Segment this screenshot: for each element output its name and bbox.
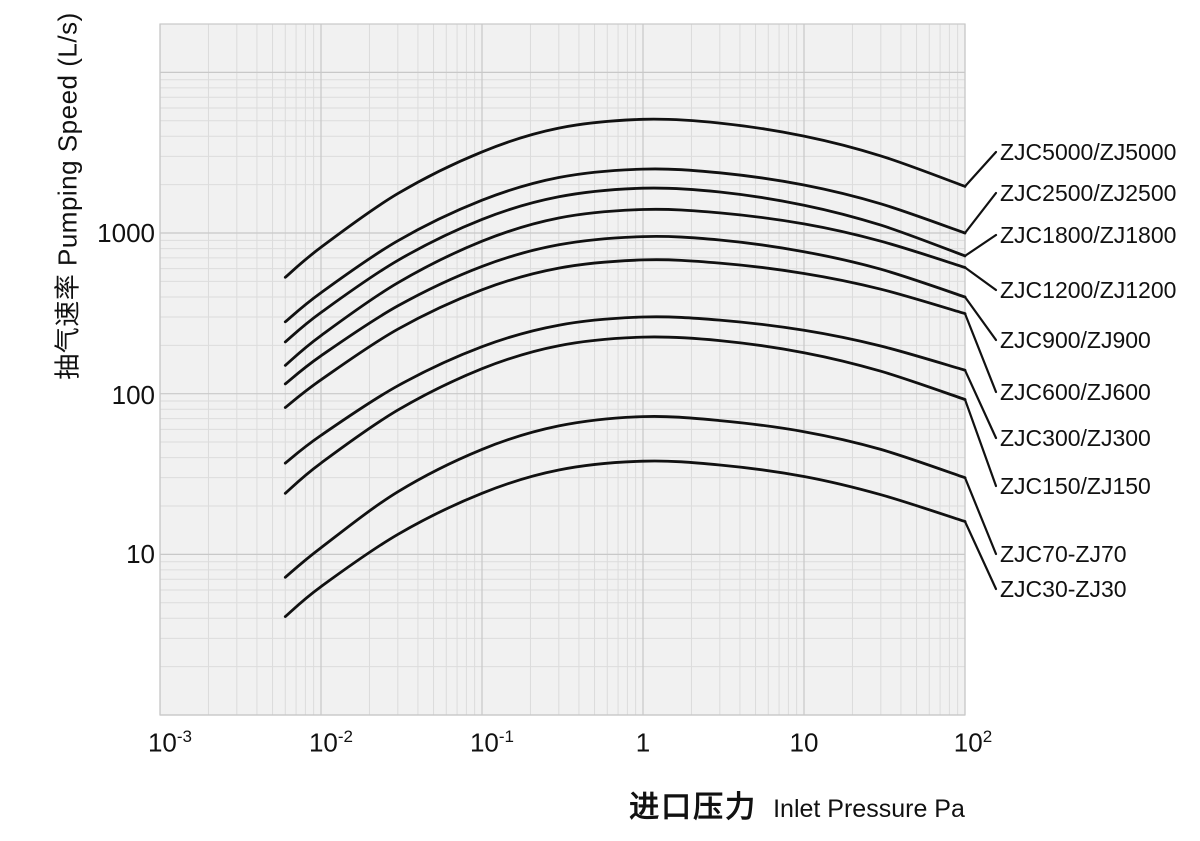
series-label-zjc30: ZJC30-ZJ30 bbox=[1000, 576, 1127, 602]
x-tick-base: 10 bbox=[469, 727, 499, 758]
x-tick-base: 10 bbox=[308, 727, 338, 758]
series-line-ZJC5000/ZJ5000 bbox=[283, 117, 967, 279]
series-line-ZJC300/ZJ300 bbox=[283, 315, 967, 465]
x-tick-exp: -1 bbox=[498, 727, 515, 746]
series-line-ZJC30-ZJ30 bbox=[283, 459, 967, 618]
x-tick-base: 10 bbox=[789, 727, 819, 758]
series-label-zjc5000: ZJC5000/ZJ5000 bbox=[1000, 139, 1177, 165]
leader-line-ZJC1200/ZJ1200 bbox=[963, 266, 998, 292]
series-line-ZJC2500/ZJ2500 bbox=[283, 167, 967, 324]
y-tick-10: 10 bbox=[126, 539, 155, 569]
x-axis-title-chinese: 进口压力 bbox=[629, 791, 758, 824]
leader-lines bbox=[963, 150, 998, 591]
leader-line-ZJC1800/ZJ1800 bbox=[963, 233, 998, 257]
series-label-zjc2500: ZJC2500/ZJ2500 bbox=[1000, 180, 1177, 206]
leader-line-ZJC70-ZJ70 bbox=[963, 476, 998, 556]
series-line-ZJC1200/ZJ1200 bbox=[283, 207, 967, 367]
series-label-zjc600: ZJC600/ZJ600 bbox=[1000, 379, 1151, 405]
series-line-ZJC900/ZJ900 bbox=[283, 235, 967, 386]
x-tick-base: 10 bbox=[147, 727, 177, 758]
x-tick-1e-2: 10-2 bbox=[286, 722, 376, 758]
x-tick-exp: -2 bbox=[337, 727, 354, 746]
x-axis-title: 进口压力 Inlet Pressure Pa bbox=[597, 782, 997, 826]
leader-line-ZJC30-ZJ30 bbox=[963, 520, 998, 591]
x-tick-1e-3: 10-3 bbox=[125, 722, 215, 758]
series-line-ZJC1800/ZJ1800 bbox=[283, 186, 967, 344]
leader-line-ZJC300/ZJ300 bbox=[963, 369, 998, 440]
series-label-zjc70: ZJC70-ZJ70 bbox=[1000, 541, 1127, 567]
leader-line-ZJC2500/ZJ2500 bbox=[963, 191, 998, 235]
x-tick-1: 1 bbox=[598, 722, 688, 758]
x-tick-1e2: 102 bbox=[928, 722, 1018, 758]
grid-minor-lines bbox=[160, 23, 965, 715]
series-curves bbox=[283, 117, 967, 618]
leader-line-ZJC150/ZJ150 bbox=[963, 398, 998, 488]
x-tick-base: 1 bbox=[635, 727, 651, 758]
x-tick-exp: -3 bbox=[176, 727, 193, 746]
x-tick-10: 10 bbox=[759, 722, 849, 758]
x-tick-base: 10 bbox=[953, 727, 983, 758]
series-label-zjc300: ZJC300/ZJ300 bbox=[1000, 425, 1151, 451]
leader-line-ZJC900/ZJ900 bbox=[963, 295, 998, 342]
series-label-zjc150: ZJC150/ZJ150 bbox=[1000, 473, 1151, 499]
y-tick-100: 100 bbox=[111, 380, 155, 410]
series-line-ZJC600/ZJ600 bbox=[283, 258, 967, 409]
series-label-zjc900: ZJC900/ZJ900 bbox=[1000, 327, 1151, 353]
series-label-zjc1200: ZJC1200/ZJ1200 bbox=[1000, 277, 1177, 303]
x-axis-title-english: Inlet Pressure Pa bbox=[773, 795, 965, 823]
y-tick-1000: 1000 bbox=[97, 218, 155, 248]
plot-area bbox=[160, 24, 965, 715]
series-line-ZJC70-ZJ70 bbox=[283, 415, 967, 579]
leader-line-ZJC5000/ZJ5000 bbox=[963, 150, 998, 188]
y-axis-title: 抽气速率 Pumping Speed (L/s) bbox=[52, 12, 83, 380]
series-label-zjc1800: ZJC1800/ZJ1800 bbox=[1000, 222, 1177, 248]
leader-line-ZJC600/ZJ600 bbox=[963, 312, 998, 394]
series-line-ZJC150/ZJ150 bbox=[283, 335, 967, 495]
x-tick-1e-1: 10-1 bbox=[447, 722, 537, 758]
x-tick-exp: 2 bbox=[982, 727, 993, 746]
